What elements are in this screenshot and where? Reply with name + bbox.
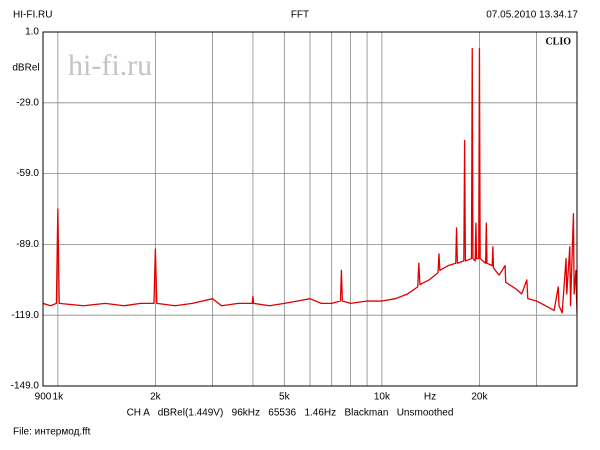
brand-label: CLIO	[545, 36, 571, 47]
x-tick-label: 2k	[150, 392, 162, 403]
y-tick-label: -119.0	[11, 310, 39, 321]
x-tick-label: 1k	[53, 392, 65, 403]
watermark: hi-fi.ru	[68, 49, 152, 82]
y-tick-label: -89.0	[16, 239, 39, 250]
y-tick-label: -149.0	[11, 381, 40, 392]
x-tick-label: 10k	[374, 392, 391, 403]
y-tick-label: -29.0	[16, 97, 39, 108]
y-axis-label: dBRel	[12, 63, 39, 74]
timestamp: 07.05.2010 13.34.17	[486, 10, 578, 21]
header-left: HI-FI.RU	[13, 10, 52, 21]
x-axis-label: Hz	[424, 392, 436, 403]
chart-title: FFT	[291, 10, 309, 21]
y-tick-label: -59.0	[16, 168, 39, 179]
x-tick-label: 20k	[471, 392, 488, 403]
x-tick-label: 5k	[279, 392, 291, 403]
file-name: File: интермод.fft	[13, 427, 91, 438]
plot-frame	[42, 31, 578, 387]
settings-line: CH A dBRel(1.449V) 96kHz 65536 1.46Hz Bl…	[127, 408, 454, 419]
y-tick-label: 1.0	[25, 27, 39, 38]
spectrum-line	[43, 47, 577, 314]
x-tick-label: 900	[35, 392, 52, 403]
